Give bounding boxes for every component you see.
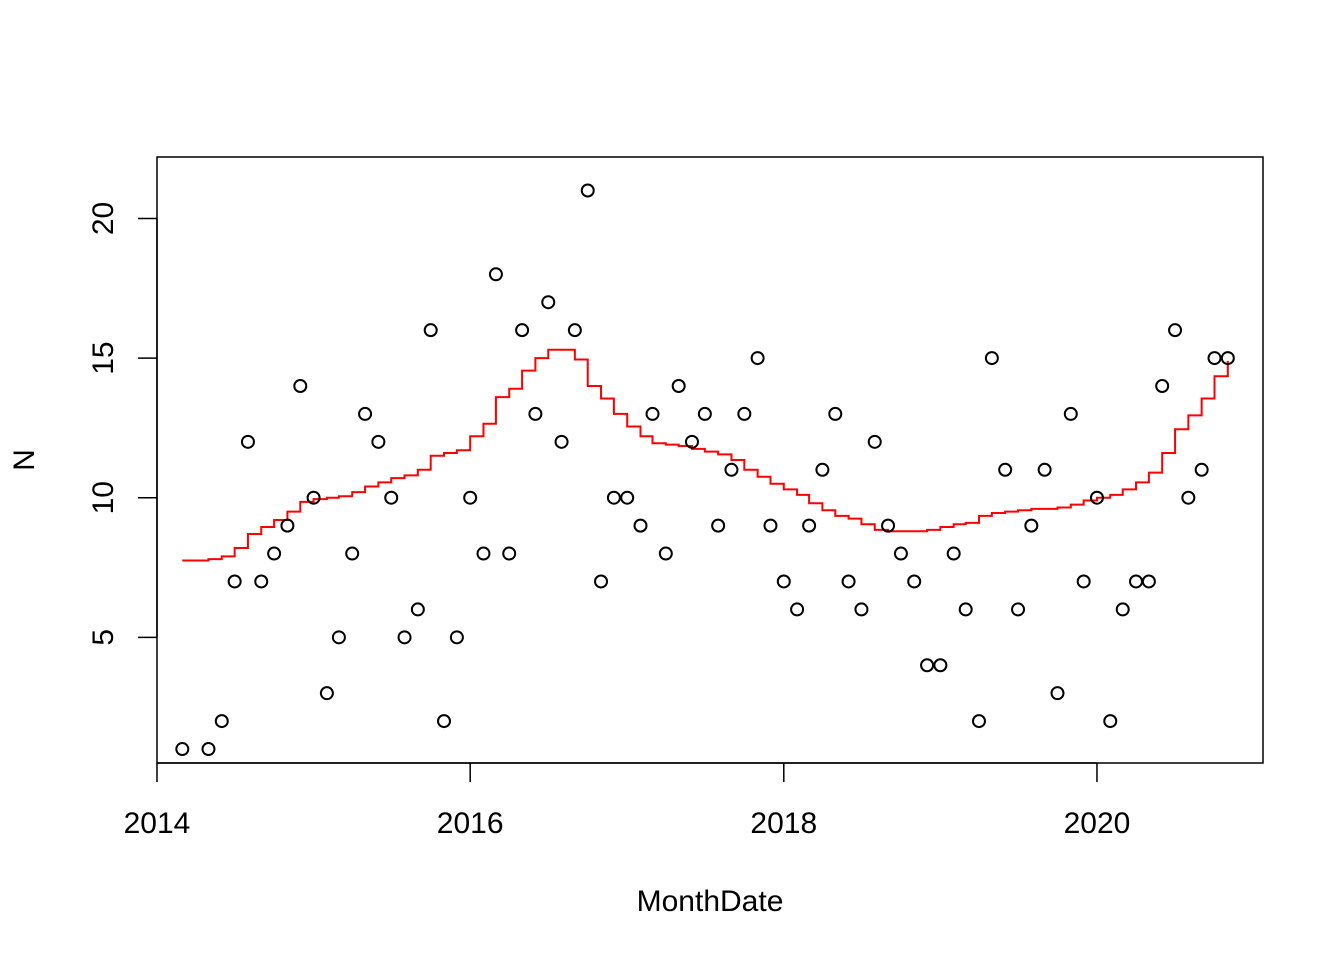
data-point	[1194, 462, 1209, 477]
data-point	[1037, 462, 1052, 477]
data-point	[867, 434, 882, 449]
data-point	[684, 434, 699, 449]
trend-step-line	[182, 348, 1229, 562]
data-point	[1024, 518, 1039, 533]
data-point	[541, 295, 556, 310]
data-point	[645, 406, 660, 421]
data-point	[1115, 602, 1130, 617]
points-layer	[175, 183, 1235, 757]
data-point	[1141, 574, 1156, 589]
y-axis: 5 10 15 20	[87, 202, 158, 646]
data-point	[1089, 490, 1104, 505]
x-tick-label: 2014	[124, 807, 191, 840]
data-point	[476, 546, 491, 561]
data-point	[933, 658, 948, 673]
data-point	[776, 574, 791, 589]
data-point	[463, 490, 478, 505]
x-tick-label: 2016	[437, 807, 504, 840]
data-point	[958, 602, 973, 617]
data-point	[984, 351, 999, 366]
data-point	[828, 406, 843, 421]
data-point	[1011, 602, 1026, 617]
y-tick-label: 5	[87, 629, 120, 646]
data-point	[437, 714, 452, 729]
data-point	[280, 518, 295, 533]
data-point	[254, 574, 269, 589]
data-point	[554, 434, 569, 449]
data-point	[881, 518, 896, 533]
data-point	[345, 546, 360, 561]
data-point	[1220, 351, 1235, 366]
y-tick-label: 20	[87, 202, 120, 235]
x-tick-label: 2018	[750, 807, 817, 840]
data-point	[763, 518, 778, 533]
data-point	[1076, 574, 1091, 589]
data-point	[998, 462, 1013, 477]
data-point	[423, 323, 438, 338]
data-point	[371, 434, 386, 449]
data-point	[907, 574, 922, 589]
data-point	[358, 406, 373, 421]
data-point	[606, 490, 621, 505]
data-point	[488, 267, 503, 282]
data-point	[293, 378, 308, 393]
data-point	[737, 406, 752, 421]
data-point	[697, 406, 712, 421]
x-tick-label: 2020	[1064, 807, 1131, 840]
data-point	[319, 686, 334, 701]
data-point	[671, 378, 686, 393]
data-point	[502, 546, 517, 561]
data-point	[331, 630, 346, 645]
data-point	[815, 462, 830, 477]
data-point	[410, 602, 425, 617]
data-point	[724, 462, 739, 477]
data-point	[175, 742, 190, 757]
plot-frame	[156, 156, 1264, 764]
data-point	[658, 546, 673, 561]
data-point	[580, 183, 595, 198]
data-point	[841, 574, 856, 589]
trend-layer	[182, 348, 1229, 562]
data-point	[1207, 351, 1222, 366]
data-point	[515, 323, 530, 338]
data-point	[620, 490, 635, 505]
data-point	[711, 518, 726, 533]
data-point	[1168, 323, 1183, 338]
data-point	[1050, 686, 1065, 701]
data-point	[633, 518, 648, 533]
data-point	[920, 658, 935, 673]
data-point	[397, 630, 412, 645]
data-point	[802, 518, 817, 533]
data-point	[227, 574, 242, 589]
data-point	[750, 351, 765, 366]
data-point	[946, 546, 961, 561]
data-point	[567, 323, 582, 338]
data-point	[1129, 574, 1144, 589]
data-point	[1103, 714, 1118, 729]
data-point	[201, 742, 216, 757]
data-point	[214, 714, 229, 729]
data-point	[1155, 378, 1170, 393]
data-point	[594, 574, 609, 589]
y-axis-label: N	[8, 449, 41, 471]
x-axis-label: MonthDate	[637, 885, 784, 918]
data-point	[893, 546, 908, 561]
data-point	[384, 490, 399, 505]
data-point	[1063, 406, 1078, 421]
data-point	[449, 630, 464, 645]
data-point	[306, 490, 321, 505]
data-point	[854, 602, 869, 617]
y-tick-label: 15	[87, 341, 120, 374]
y-tick-label: 10	[87, 481, 120, 514]
data-point	[1181, 490, 1196, 505]
data-point	[790, 602, 805, 617]
data-point	[267, 546, 282, 561]
data-point	[971, 714, 986, 729]
data-point	[240, 434, 255, 449]
data-point	[528, 406, 543, 421]
x-axis: 2014 2016 2018 2020	[124, 762, 1131, 840]
